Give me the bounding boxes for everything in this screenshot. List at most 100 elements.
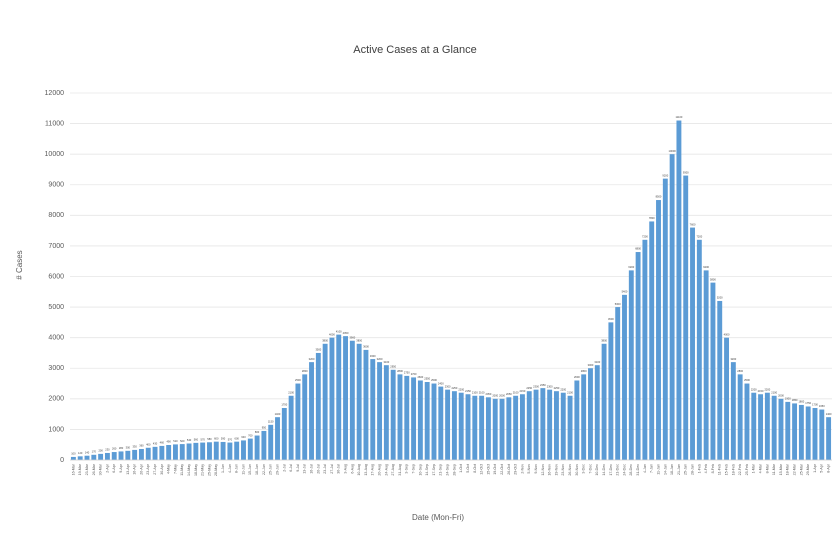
value-label: 1400: [275, 412, 281, 416]
x-tick-label: 22-Jun: [262, 464, 266, 475]
bar: [547, 389, 553, 460]
x-tick-label: 28-Sep: [452, 464, 456, 476]
value-label: 2100: [513, 390, 519, 394]
x-tick-label: 16-Mar: [71, 463, 75, 475]
x-tick-label: 6-Jul: [289, 464, 293, 472]
bar: [696, 239, 702, 460]
value-label: 2000: [499, 394, 505, 398]
value-label: 2500: [744, 378, 750, 382]
x-tick-label: 17-Aug: [371, 464, 375, 476]
bar: [356, 343, 362, 460]
value-label: 1850: [792, 398, 798, 402]
x-tick-label: 11-Jun: [241, 464, 245, 475]
x-tick-label: 19-Nov: [554, 464, 558, 476]
value-label: 570: [201, 437, 206, 441]
x-tick-label: 16-Nov: [548, 464, 552, 476]
bar: [309, 362, 314, 460]
x-tick-label: 8-Feb: [711, 464, 715, 473]
value-label: 2750: [404, 371, 410, 375]
x-tick-label: 7-Dec: [588, 464, 592, 474]
y-tick-label: 10000: [45, 151, 65, 158]
x-tick-label: 11-May: [180, 464, 184, 476]
value-label: 1150: [268, 420, 274, 424]
x-tick-label: 23-Nov: [561, 464, 565, 476]
value-label: 11100: [676, 115, 683, 119]
value-label: 7800: [649, 216, 655, 220]
value-label: 2100: [567, 390, 573, 394]
x-tick-label: 15-Mar: [779, 463, 783, 475]
bar: [676, 120, 682, 461]
x-tick-label: 29-Oct: [514, 464, 518, 475]
bar: [785, 401, 791, 460]
bar: [390, 369, 396, 460]
bar: [812, 408, 818, 460]
value-label: 2000: [492, 394, 498, 398]
value-label: 520: [180, 439, 185, 443]
value-label: 5400: [622, 290, 628, 294]
value-label: 800: [255, 430, 260, 434]
value-label: 9300: [683, 170, 689, 174]
bar: [730, 362, 736, 460]
value-label: 330: [132, 445, 137, 449]
value-label: 2800: [302, 369, 308, 373]
bar: [445, 389, 451, 460]
bar: [642, 239, 648, 460]
y-tick-label: 4000: [48, 335, 64, 342]
bar: [635, 252, 641, 460]
value-label: 2800: [737, 369, 743, 373]
bar: [227, 442, 233, 460]
bar: [336, 334, 342, 460]
bar: [213, 441, 219, 460]
bar: [397, 374, 403, 460]
x-tick-label: 27-Jul: [330, 464, 334, 474]
x-tick-label: 3-Aug: [343, 464, 347, 474]
bar: [458, 392, 464, 460]
x-tick-label: 25-Feb: [745, 464, 749, 475]
x-tick-label: 11-Jan: [656, 464, 660, 475]
value-label: 4500: [608, 317, 614, 321]
x-tick-label: 3-Dec: [582, 464, 586, 474]
bar: [275, 417, 280, 460]
value-label: 3000: [588, 363, 594, 367]
bar: [118, 451, 124, 460]
bar: [417, 380, 423, 460]
x-tick-label: 24-Aug: [384, 464, 388, 476]
bar: [819, 409, 825, 460]
value-label: 510: [173, 439, 178, 443]
value-label: 580: [207, 437, 212, 441]
x-tick-label: 18-Feb: [731, 464, 735, 475]
bar: [574, 380, 580, 460]
bar: [241, 440, 246, 460]
value-label: 2600: [417, 375, 423, 379]
value-label: 120: [78, 451, 83, 455]
bar: [138, 448, 144, 460]
value-label: 7200: [642, 234, 648, 238]
x-tick-label: 24-Dec: [622, 464, 626, 476]
value-label: 4000: [724, 332, 730, 336]
x-tick-label: 30-Nov: [575, 464, 579, 476]
value-label: 2300: [445, 384, 451, 388]
bar: [411, 377, 417, 460]
x-tick-label: 8-Apr: [827, 463, 831, 473]
x-tick-label: 27-Aug: [391, 464, 395, 476]
value-label: 1700: [812, 403, 818, 407]
bar: [404, 375, 410, 460]
x-tick-label: 6-Aug: [350, 464, 354, 474]
bar: [70, 456, 76, 460]
bar: [513, 395, 519, 460]
y-tick-label: 3000: [48, 365, 64, 372]
value-label: 2000: [778, 394, 784, 398]
x-tick-label: 16-Jul: [309, 464, 313, 474]
bar: [207, 442, 212, 460]
bar: [724, 337, 729, 460]
x-tick-label: 28-Jan: [690, 464, 694, 475]
bar: [104, 452, 110, 460]
bar: [622, 294, 627, 460]
x-tick-label: 1-Oct: [459, 464, 463, 473]
y-axis-label: # Cases: [15, 250, 24, 279]
x-tick-label: 26-Mar: [92, 463, 96, 475]
value-label: 6200: [628, 265, 634, 269]
x-tick-label: 28-Dec: [629, 464, 633, 476]
value-label: 260: [112, 447, 117, 451]
